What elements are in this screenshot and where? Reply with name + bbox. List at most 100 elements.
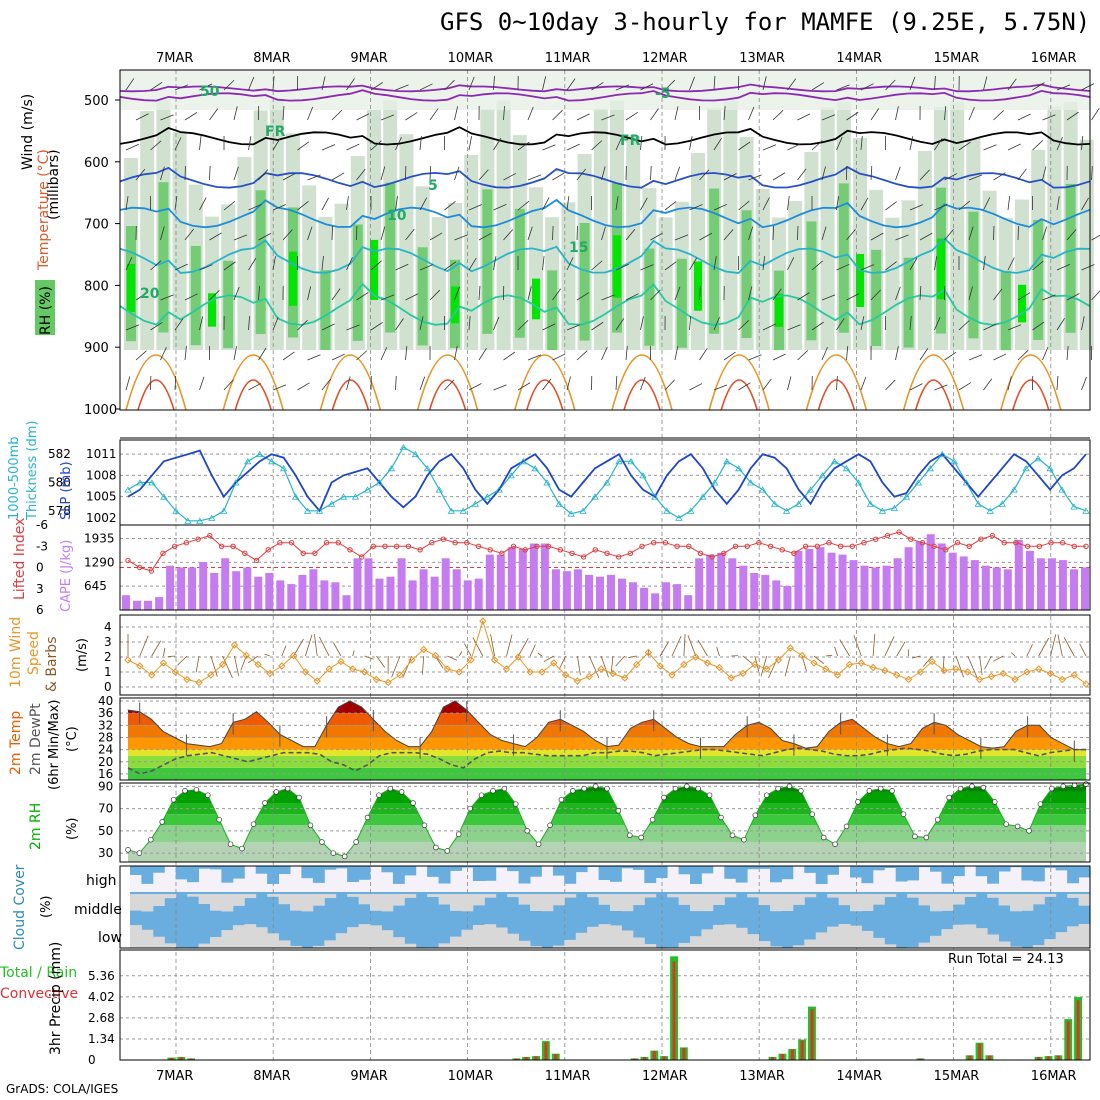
temperature-contour bbox=[1012, 379, 1050, 411]
cloud-high-bar bbox=[804, 866, 817, 873]
cloud-mid-bar bbox=[712, 894, 725, 905]
wind-barb bbox=[576, 292, 590, 301]
lifted-index-point bbox=[195, 536, 201, 542]
wind-barb bbox=[601, 166, 606, 181]
wind-barb bbox=[958, 320, 970, 331]
temp-tick-label: 36 bbox=[98, 706, 113, 720]
wind-barb bbox=[1007, 143, 1021, 151]
wind-barb bbox=[576, 168, 586, 181]
cloud-low-bar bbox=[278, 940, 291, 948]
wind-barb bbox=[640, 197, 648, 211]
wind-barb bbox=[346, 143, 360, 151]
wind-barb bbox=[689, 316, 692, 331]
wind-barb bbox=[447, 655, 458, 661]
rh-point bbox=[250, 821, 257, 827]
wind-speed-point bbox=[940, 666, 948, 675]
wind-barb bbox=[983, 323, 997, 331]
cloud-low-bar bbox=[724, 924, 737, 948]
lifted-index-point bbox=[510, 543, 517, 549]
wind-barb bbox=[331, 225, 334, 241]
cloud-high-bar bbox=[187, 866, 199, 883]
wind-speed-point bbox=[904, 675, 913, 684]
cloud-high-bar bbox=[815, 866, 828, 884]
wind-barb bbox=[922, 655, 933, 667]
cloud-mid-bar bbox=[987, 894, 999, 898]
cloud-low-bar bbox=[587, 926, 599, 948]
wind-barb bbox=[674, 286, 681, 301]
cloud-high-bar bbox=[1032, 866, 1045, 882]
rh-shade bbox=[370, 239, 378, 300]
precip-conv-bar bbox=[662, 1056, 666, 1060]
cloud-high-bar bbox=[518, 866, 531, 884]
wind-speed-point bbox=[550, 659, 558, 667]
cloud-low-bar bbox=[930, 935, 942, 948]
wind-barb bbox=[625, 111, 638, 121]
temp-tick-label: 16 bbox=[98, 767, 113, 781]
rh-point bbox=[775, 785, 781, 792]
precip-conv-bar bbox=[918, 1058, 922, 1060]
wind-barb bbox=[762, 197, 770, 211]
wind-barb bbox=[846, 229, 856, 241]
wind-barb bbox=[472, 637, 484, 657]
lifted-index-point bbox=[335, 540, 341, 546]
rh-shade bbox=[723, 100, 738, 350]
wind-barb bbox=[699, 232, 712, 241]
cloud-low-bar bbox=[461, 929, 474, 948]
cape-bar bbox=[287, 584, 296, 610]
wind-barb bbox=[640, 376, 646, 391]
wind-speed-point bbox=[360, 668, 369, 676]
wind-barb bbox=[542, 76, 547, 91]
wind-barb bbox=[772, 172, 786, 181]
wind-barb bbox=[527, 106, 534, 121]
precip-conv-bar bbox=[633, 1058, 637, 1060]
lifted-index-point bbox=[966, 543, 972, 549]
wind-speed-point bbox=[668, 671, 676, 679]
thickness-point bbox=[830, 458, 839, 465]
temp-tick-label: 20 bbox=[98, 755, 113, 769]
wind-barb bbox=[517, 141, 530, 151]
wind-barb bbox=[640, 264, 654, 271]
wind-barb bbox=[174, 84, 189, 91]
wind-barb bbox=[1042, 114, 1056, 121]
wind-barb bbox=[983, 76, 988, 91]
wind-barb bbox=[356, 292, 369, 301]
wind-barb bbox=[895, 286, 901, 301]
cloud-mid-bar bbox=[427, 894, 439, 897]
wind-barb bbox=[787, 324, 801, 331]
rh-shade bbox=[1033, 219, 1044, 340]
lifted-index-point bbox=[1036, 543, 1043, 549]
wind-barb bbox=[1091, 234, 1100, 241]
wind-barb bbox=[895, 346, 899, 361]
wind-barb bbox=[321, 144, 336, 151]
wind-barb bbox=[860, 376, 867, 391]
thickness-point bbox=[255, 450, 264, 458]
rh-shade bbox=[788, 201, 803, 350]
rh-shade bbox=[158, 182, 169, 333]
thickness-point bbox=[327, 500, 336, 507]
cloud-high-bar bbox=[827, 866, 839, 875]
wind-barb bbox=[591, 140, 603, 151]
wind-barb bbox=[234, 655, 239, 676]
wind-barb bbox=[1007, 196, 1011, 211]
wind-speed-point bbox=[1082, 680, 1090, 688]
cloud-mid-bar bbox=[621, 894, 634, 912]
cape-bar bbox=[188, 567, 197, 610]
cape-bar bbox=[364, 558, 373, 610]
rh-point bbox=[330, 850, 337, 856]
wind-speed-point bbox=[1046, 669, 1055, 678]
lifted-index-point bbox=[721, 550, 727, 556]
wind-barb bbox=[307, 174, 321, 181]
thickness-point bbox=[1082, 507, 1090, 514]
wind-barb bbox=[199, 197, 207, 211]
rh-point bbox=[387, 785, 394, 792]
y-tick-label: 800 bbox=[84, 279, 109, 294]
cloud-high-bar bbox=[987, 866, 999, 884]
cloud-high-bar bbox=[621, 866, 634, 869]
precip-conv-bar bbox=[179, 1057, 183, 1060]
lifted-index-point bbox=[896, 529, 902, 535]
rh-point bbox=[809, 811, 816, 817]
cape-bar bbox=[463, 580, 472, 610]
temperature-contour bbox=[137, 379, 175, 411]
cloud-low-bar bbox=[804, 939, 817, 948]
wind-barb bbox=[1081, 316, 1085, 331]
